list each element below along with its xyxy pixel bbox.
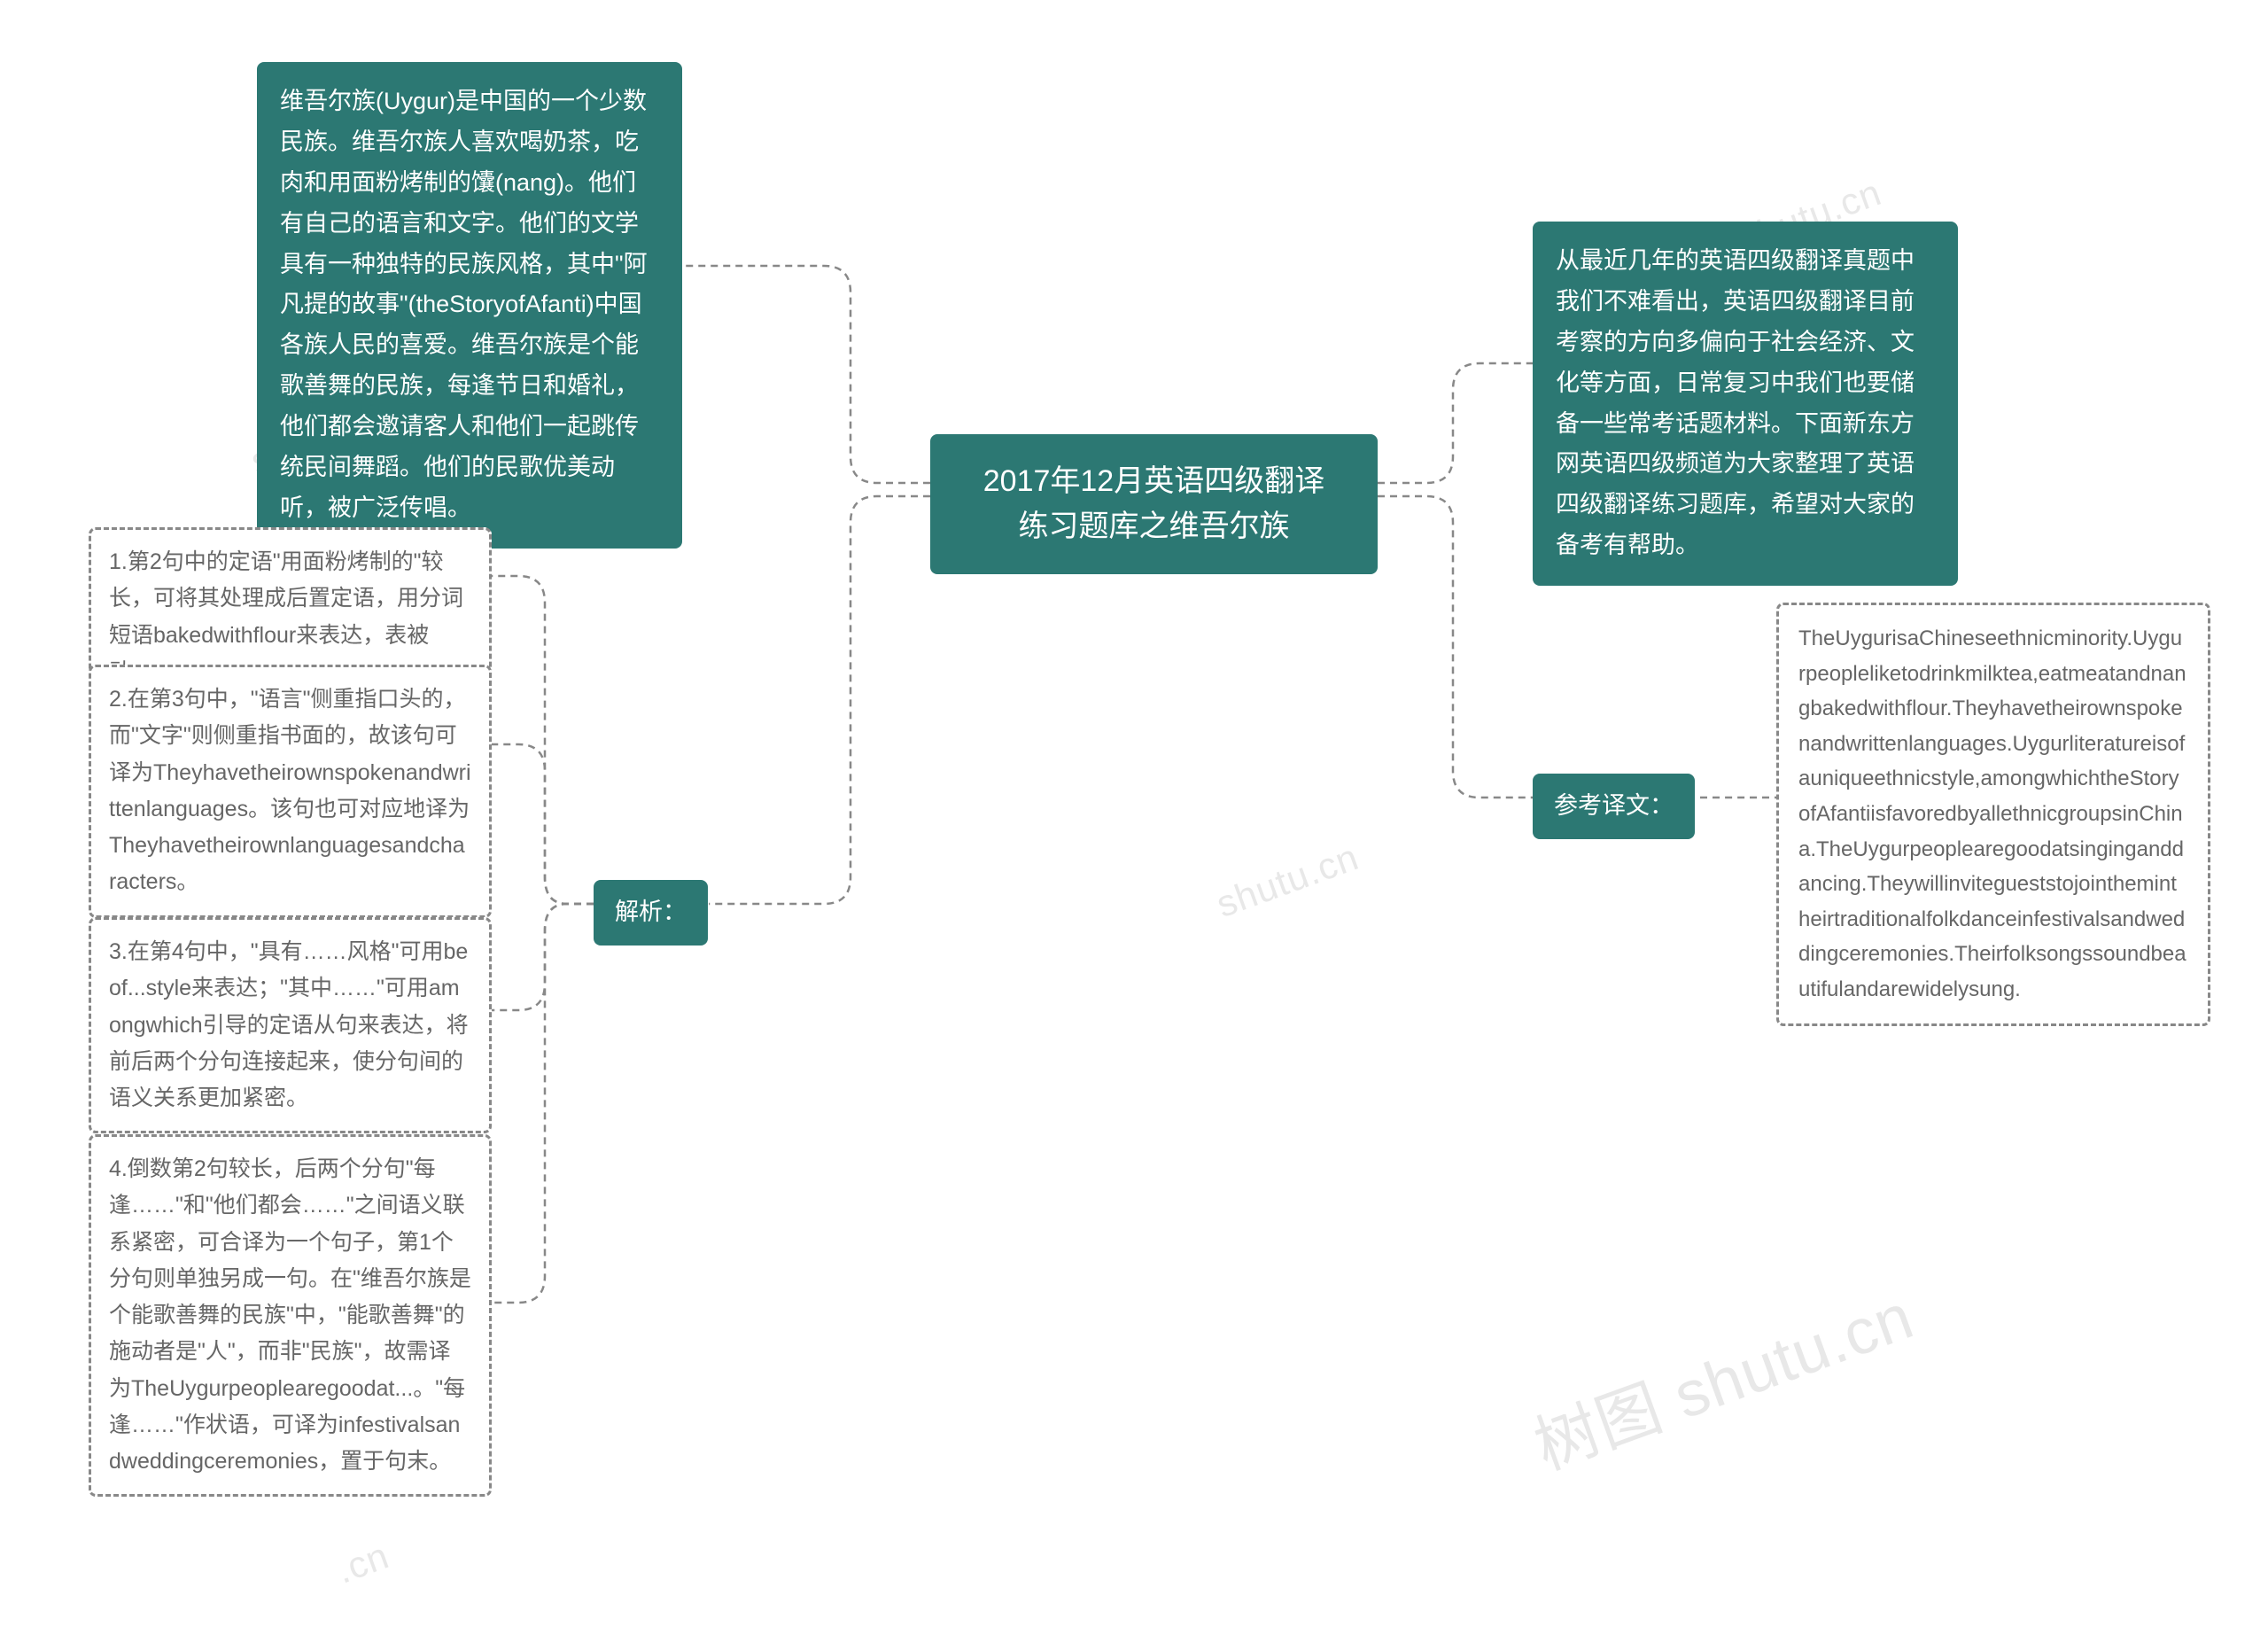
center-title-line1: 2017年12月英语四级翻译 — [983, 464, 1324, 498]
analysis-item: 4.倒数第2句较长，后两个分句"每逢……"和"他们都会……"之间语义联系紧密，可… — [89, 1134, 492, 1497]
center-title: 2017年12月英语四级翻译 练习题库之维吾尔族 — [930, 434, 1378, 574]
analysis-item: 3.在第4句中，"具有……风格"可用beof...style来表达；"其中……"… — [89, 917, 492, 1133]
analysis-label: 解析： — [594, 880, 708, 946]
center-title-line2: 练习题库之维吾尔族 — [1019, 510, 1290, 543]
watermark: 树图 shutu.cn — [1520, 1265, 1924, 1488]
ref-text: TheUygurisaChineseethnicminority.Uygurpe… — [1776, 603, 2210, 1026]
right-intro: 从最近几年的英语四级翻译真题中我们不难看出，英语四级翻译目前考察的方向多偏向于社… — [1533, 222, 1958, 586]
watermark: .cn — [331, 1534, 395, 1591]
ref-label: 参考译文： — [1533, 774, 1695, 839]
analysis-item: 2.在第3句中，"语言"侧重指口头的，而"文字"则侧重指书面的，故该句可译为Th… — [89, 665, 492, 918]
left-passage: 维吾尔族(Uygur)是中国的一个少数民族。维吾尔族人喜欢喝奶茶，吃肉和用面粉烤… — [257, 62, 682, 549]
watermark: shutu.cn — [1211, 836, 1364, 926]
